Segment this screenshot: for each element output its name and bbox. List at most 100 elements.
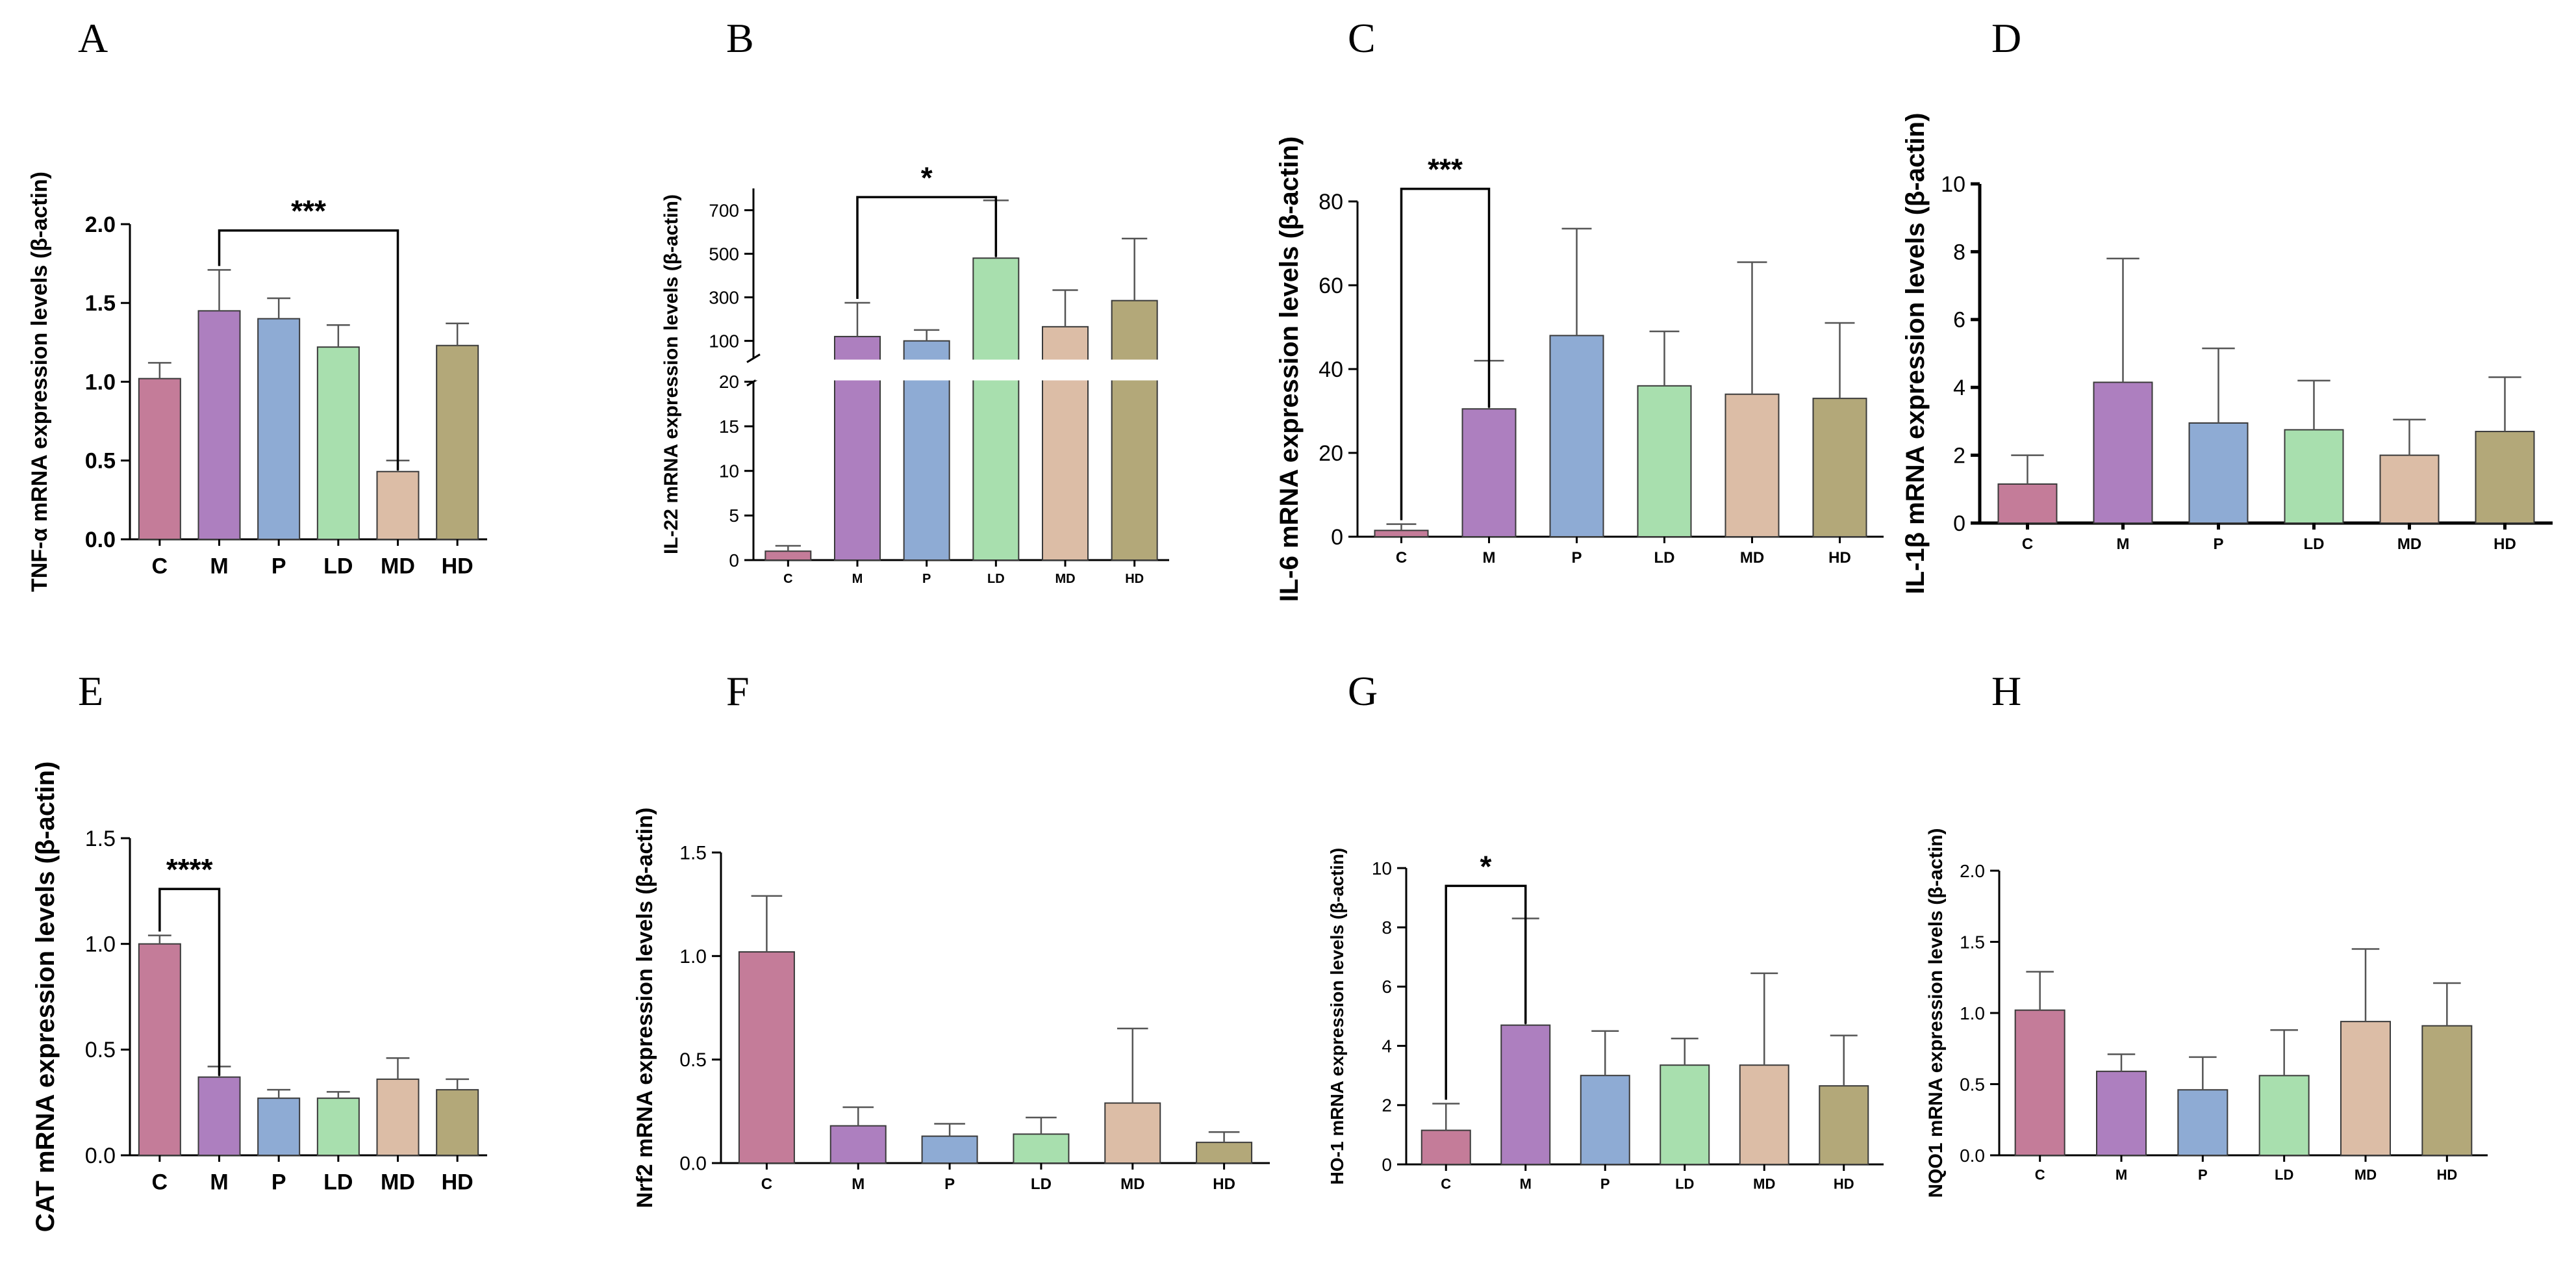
bar-hd: [2475, 431, 2535, 524]
y-tick-label: 2.0: [85, 212, 116, 237]
x-tick-label: C: [2022, 535, 2033, 553]
x-tick-label: LD: [1675, 1176, 1694, 1192]
significance-label: ***: [291, 194, 326, 228]
y-tick-label: 0: [1382, 1155, 1392, 1175]
x-tick-label: MD: [2355, 1167, 2377, 1183]
axis-break-gap: [755, 359, 1171, 381]
bar-c: [1997, 483, 2058, 524]
bar-md: [1739, 1064, 1789, 1165]
panel-h: H NQO1 mRNA expression levels (β-actin) 0.…: [1925, 668, 2488, 1198]
bar-md: [2379, 454, 2440, 524]
bar-p: [2177, 1089, 2229, 1157]
x-tick-label: MD: [1055, 572, 1075, 586]
bar-hd: [2421, 1025, 2473, 1156]
y-tick-label: 6: [1382, 977, 1392, 997]
panel-c: C IL-6 mRNA expression levels (β-actin) 0 2…: [1275, 15, 1884, 602]
bar-p: [257, 1097, 301, 1157]
x-tick-label: M: [210, 1170, 228, 1195]
y-tick-label: 10: [719, 461, 739, 481]
x-tick-label: HD: [442, 554, 474, 579]
x-tick-label: P: [271, 1170, 286, 1195]
y-tick-label: 4: [1953, 376, 1965, 400]
x-tick-label: P: [944, 1175, 955, 1193]
x-tick-label: M: [852, 1175, 865, 1193]
bar-c: [764, 550, 812, 561]
x-tick-label: P: [2198, 1167, 2208, 1183]
y-axis-label: HO-1 mRNA expression levels (β-actin): [1327, 848, 1347, 1185]
panel-letter: G: [1348, 668, 1378, 714]
x-tick-label: HD: [1834, 1176, 1854, 1192]
y-axis-label: Nrf2 mRNA expression levels (β-actin): [633, 808, 657, 1209]
bar-p: [1580, 1075, 1630, 1165]
x-tick-label: M: [1520, 1176, 1532, 1192]
bar-m: [2096, 1070, 2147, 1157]
bar-md: [1724, 393, 1780, 538]
panel-g: G HO-1 mRNA expression levels (β-actin) 0 2…: [1327, 668, 1884, 1192]
y-tick-label: 2.0: [1960, 861, 1985, 881]
x-tick-label: MD: [1740, 549, 1764, 567]
y-tick-label: 0: [729, 550, 739, 570]
x-tick-label: C: [1396, 549, 1407, 567]
y-tick-label: 8: [1382, 917, 1392, 938]
y-tick-label: 0.0: [85, 1144, 116, 1168]
x-tick-label: M: [1483, 549, 1496, 567]
bar-hd: [436, 1089, 479, 1156]
y-tick-label: 100: [709, 331, 739, 351]
y-axis-label: CAT mRNA expression levels (β-actin): [31, 762, 60, 1233]
significance-label: *: [1480, 849, 1492, 883]
y-tick-label: 0.5: [85, 449, 116, 474]
panel-letter: A: [78, 15, 108, 61]
bar-hd: [436, 344, 479, 540]
bar-md: [376, 1078, 420, 1157]
bar-m: [829, 1125, 887, 1164]
bar-m: [2093, 381, 2153, 524]
bar-c: [1421, 1129, 1471, 1166]
y-tick-label: 1.5: [85, 827, 116, 851]
bar-ld: [1660, 1064, 1710, 1165]
x-tick-label: C: [152, 554, 168, 579]
y-tick-label: 1.5: [679, 843, 707, 864]
bar-m: [1461, 408, 1517, 538]
y-tick-label: 20: [719, 372, 739, 392]
y-tick-label: 0.5: [1960, 1074, 1985, 1094]
y-tick-label: 0.0: [85, 528, 116, 552]
y-tick-label: 0.5: [679, 1049, 707, 1071]
bar-c: [138, 378, 181, 541]
y-tick-label: 1.5: [1960, 932, 1985, 952]
bar-md: [2340, 1021, 2391, 1157]
y-tick-label: 5: [729, 506, 739, 526]
panel-letter: B: [726, 15, 754, 61]
bar-ld: [2284, 429, 2344, 524]
x-tick-label: MD: [1753, 1176, 1775, 1192]
y-tick-label: 1.5: [85, 291, 116, 316]
significance-bracket: [218, 229, 399, 470]
bar-hd: [1812, 398, 1867, 538]
x-tick-label: C: [783, 572, 792, 586]
x-tick-label: LD: [323, 554, 353, 579]
y-axis-label: IL-22 mRNA expression levels (β-actin): [661, 194, 682, 554]
axis-break-mark: [746, 353, 761, 363]
bar-p: [1549, 335, 1604, 538]
x-tick-label: HD: [442, 1170, 474, 1195]
x-tick-label: M: [852, 572, 863, 586]
x-tick-label: MD: [381, 554, 415, 579]
x-tick-label: HD: [2494, 535, 2516, 553]
bar-c: [738, 951, 795, 1164]
y-tick-label: 20: [1319, 441, 1343, 466]
x-tick-label: C: [1441, 1176, 1451, 1192]
x-tick-label: LD: [1031, 1175, 1052, 1193]
y-tick-label: 0: [1953, 511, 1965, 536]
x-tick-label: M: [2115, 1167, 2127, 1183]
bar-md: [376, 470, 420, 540]
bar-m: [197, 1076, 241, 1157]
bar-ld: [972, 257, 1020, 561]
x-tick-label: HD: [1125, 572, 1144, 586]
y-tick-label: 15: [719, 417, 739, 437]
x-tick-label: M: [2117, 535, 2130, 553]
x-tick-label: M: [210, 554, 228, 579]
bar-c: [1374, 530, 1429, 538]
y-axis-label: IL-6 mRNA expression levels (β-actin): [1275, 136, 1304, 602]
y-tick-label: 4: [1382, 1036, 1392, 1056]
y-tick-label: 1.0: [1960, 1003, 1985, 1023]
